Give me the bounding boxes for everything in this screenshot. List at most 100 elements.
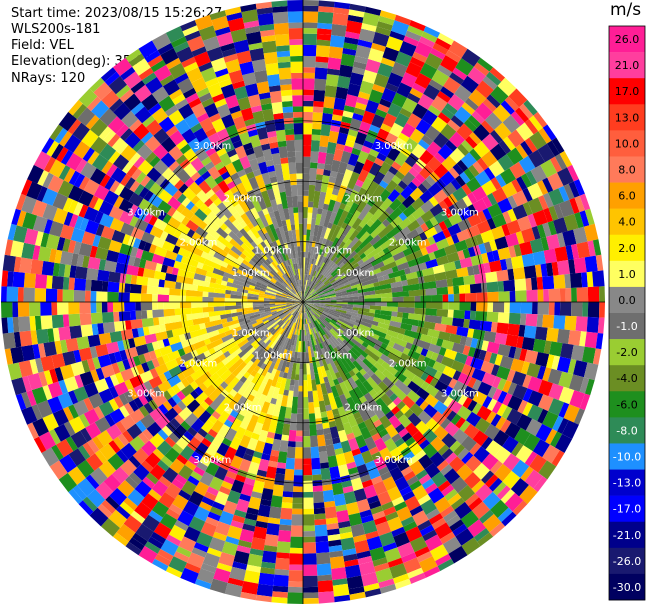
range-gate [275,239,281,246]
range-gate [370,365,378,374]
range-gate [198,61,213,73]
range-gate [353,298,365,302]
range-gate [253,274,270,285]
range-gate [516,122,534,141]
range-gate [224,6,242,16]
range-gate [257,229,267,241]
range-gate [353,161,365,175]
range-gate [429,216,439,227]
range-gate [62,289,74,302]
range-gate [418,139,430,150]
range-gate [79,302,91,314]
range-gate [99,143,117,161]
range-gate [477,381,492,396]
range-gate [152,448,165,460]
range-gate [296,286,303,302]
range-gate [270,307,276,311]
range-gate [422,428,438,444]
range-gate [307,323,312,335]
range-gate [263,232,273,244]
range-gate [205,516,219,527]
range-gate [248,94,262,108]
range-gate [134,183,145,196]
range-gate [270,307,282,313]
range-gate [253,404,263,417]
range-gate [199,117,215,133]
range-gate [229,238,245,253]
range-gate [450,497,465,511]
range-gate [211,244,228,258]
range-gate [239,220,248,229]
range-gate [298,302,303,319]
range-gate [143,352,152,363]
range-gate [391,433,402,443]
range-gate [543,192,554,208]
range-gate [381,87,397,103]
range-gate [320,383,328,395]
colorbar-tick-label: 4.0 [618,216,636,229]
range-gate [433,223,443,234]
colorbar-swatch [609,391,645,418]
range-gate [364,293,382,299]
range-gate [184,30,201,42]
range-gate [209,332,227,343]
range-gate [130,274,138,285]
range-gate [212,531,227,542]
range-gate [207,82,223,98]
range-gate [209,315,221,322]
range-gate [370,373,383,386]
range-gate [440,123,457,140]
range-gate [573,408,585,425]
range-gate [264,119,276,133]
range-gate [441,433,457,449]
range-gate [532,338,546,354]
range-gate [237,539,252,549]
range-gate [308,402,315,414]
range-gate [428,513,444,525]
range-gate [272,399,283,417]
range-gate [250,241,265,257]
range-gate [101,499,116,514]
range-gate [316,384,324,402]
range-gate [304,318,307,325]
range-gate [263,358,270,365]
range-gate [293,340,297,347]
range-gate [244,118,256,127]
range-gate [230,110,243,120]
range-gate [475,102,493,121]
range-gate [548,205,559,221]
range-gate [322,274,333,284]
range-gate [167,397,177,408]
range-gate [211,433,225,448]
range-gate [542,275,555,290]
range-gate [395,51,413,67]
range-gate [74,278,87,291]
range-gate [437,64,453,77]
range-gate [119,186,135,202]
range-gate [58,379,68,395]
range-gate [158,316,165,325]
range-gate [108,271,121,283]
range-gate [374,157,385,167]
ring-label: 2.00km [179,358,217,369]
range-gate [274,557,290,571]
range-gate [109,98,124,113]
range-gate [296,413,303,431]
range-gate [128,537,145,551]
range-gate [289,564,303,571]
range-gate [356,187,368,201]
range-gate [306,263,312,281]
range-gate [322,107,334,115]
range-gate [278,313,292,326]
range-gate [250,347,265,363]
range-gate [12,271,25,288]
range-gate [238,398,253,417]
range-gate [267,313,279,320]
range-gate [568,181,580,198]
range-gate [120,66,136,81]
range-gate [325,517,338,525]
range-gate [324,500,336,508]
range-gate [178,103,194,120]
range-gate [461,183,472,196]
range-gate [372,261,385,271]
